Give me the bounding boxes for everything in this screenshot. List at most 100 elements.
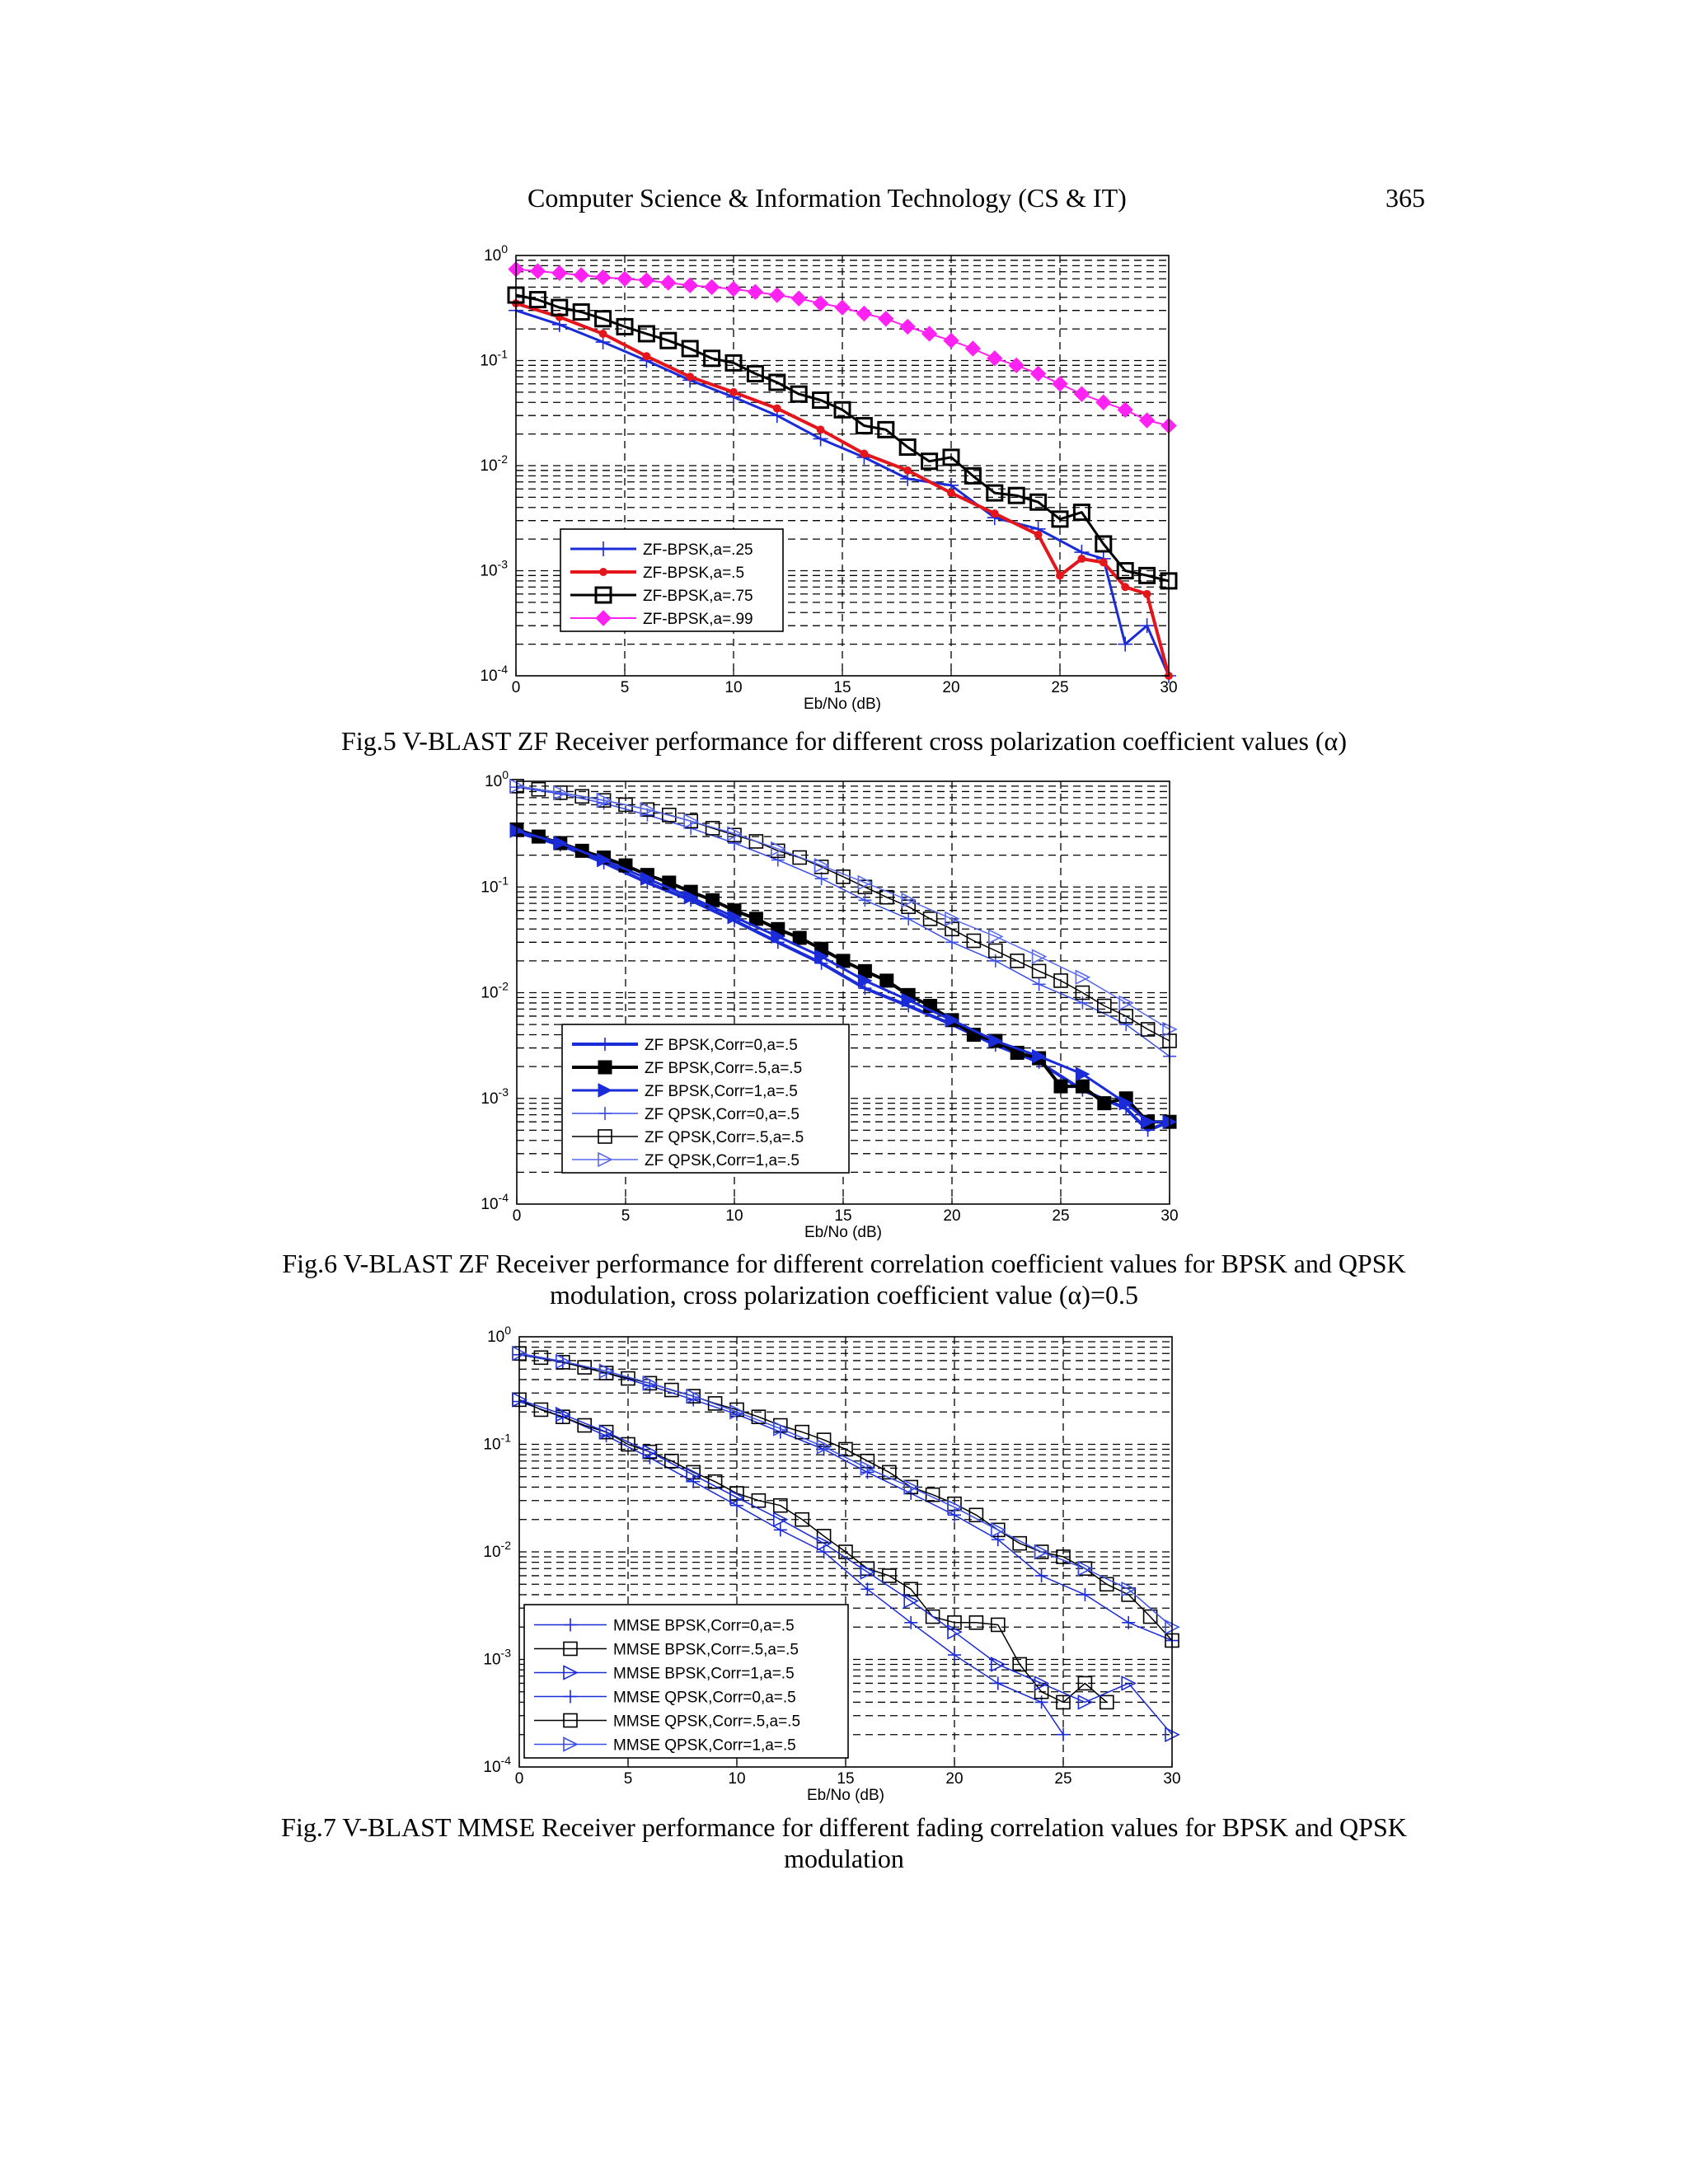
diamond-marker	[1095, 394, 1112, 410]
caption-line: Fig.5 V-BLAST ZF Receiver performance fo…	[341, 726, 1347, 756]
figure-7-caption: Fig.7 V-BLAST MMSE Receiver performance …	[214, 1811, 1474, 1874]
plus-marker	[860, 1582, 874, 1596]
triangle-marker	[857, 973, 873, 988]
square-marker	[987, 943, 1003, 958]
triangle-marker	[596, 792, 612, 808]
triangle-marker	[727, 909, 743, 925]
y-tick-base: 10	[480, 457, 497, 475]
y-tick-label: 10-3	[481, 1085, 509, 1108]
square-marker	[855, 417, 873, 435]
square-marker	[838, 1544, 853, 1559]
square-marker	[563, 1713, 578, 1728]
series-line	[516, 786, 1170, 1057]
x-tick-label: 10	[728, 1770, 745, 1788]
triangle-marker	[773, 1421, 789, 1436]
y-tick-base: 10	[484, 247, 501, 265]
square-marker	[922, 912, 938, 926]
legend-label: MMSE QPSK,Corr=0,a=.5	[613, 1690, 796, 1707]
y-tick-label: 10-2	[480, 452, 508, 475]
square-marker	[833, 401, 851, 419]
triangle-marker	[947, 1499, 963, 1516]
y-tick-exponent: -2	[498, 452, 509, 466]
dot-marker	[947, 489, 955, 498]
square-marker	[921, 452, 939, 471]
triangle-marker	[563, 1736, 579, 1752]
y-tick-label: 100	[485, 768, 509, 790]
y-tick-exponent: -4	[499, 1191, 509, 1204]
plus-marker	[1078, 1587, 1092, 1601]
plus-marker	[858, 893, 872, 907]
diamond-marker	[617, 270, 633, 287]
square-marker	[898, 438, 917, 457]
square-marker	[990, 1617, 1006, 1633]
legend-label: ZF BPSK,Corr=0,a=.5	[645, 1037, 798, 1054]
x-tick-label: 20	[943, 1207, 960, 1225]
square-marker	[751, 1493, 767, 1508]
triangle-marker	[1034, 1675, 1050, 1691]
x-tick-label: 5	[624, 1770, 633, 1788]
diamond-marker	[573, 267, 589, 284]
diamond-marker	[1073, 386, 1090, 402]
triangle-marker	[1077, 1694, 1094, 1710]
dot-marker	[1077, 555, 1086, 563]
y-tick-base: 10	[487, 1329, 504, 1346]
plus-marker	[1032, 977, 1046, 991]
legend-label: MMSE BPSK,Corr=0,a=.5	[613, 1618, 795, 1635]
square-marker	[1099, 1577, 1114, 1592]
triangle-marker	[729, 1489, 745, 1506]
y-tick-exponent: -4	[501, 1754, 512, 1767]
page-header: Computer Science & Information Technolog…	[0, 183, 1688, 224]
plus-marker	[902, 912, 916, 926]
dot-marker	[990, 509, 999, 518]
square-marker	[879, 973, 894, 988]
square-marker	[795, 1424, 810, 1440]
square-marker	[838, 1441, 853, 1457]
diamond-marker	[790, 290, 807, 307]
plus-marker	[1057, 1727, 1070, 1741]
x-tick-label: 0	[515, 1770, 524, 1788]
square-marker	[1029, 493, 1048, 511]
square-marker	[1010, 954, 1025, 968]
square-marker	[768, 373, 786, 391]
triangle-marker	[988, 1033, 1003, 1048]
dot-marker	[816, 425, 825, 434]
square-marker	[1097, 1096, 1112, 1111]
x-tick-label: 20	[945, 1770, 963, 1788]
triangle-marker	[991, 1657, 1006, 1672]
triangle-marker	[814, 949, 829, 964]
square-marker	[795, 1511, 810, 1527]
triangle-marker	[945, 1012, 960, 1028]
diamond-marker	[856, 305, 873, 322]
square-marker	[792, 850, 808, 865]
y-tick-base: 10	[481, 985, 498, 1002]
dot-marker	[1142, 589, 1151, 598]
legend-label: MMSE QPSK,Corr=.5,a=.5	[613, 1713, 800, 1731]
square-marker	[1051, 510, 1069, 528]
y-tick-exponent: -1	[498, 348, 509, 361]
x-axis-label: Eb/No (dB)	[804, 1224, 882, 1241]
x-tick-label: 20	[942, 679, 959, 696]
triangle-marker	[1032, 1048, 1047, 1064]
dot-marker	[1121, 583, 1130, 592]
triangle-marker	[903, 1479, 919, 1495]
triangle-marker	[642, 1444, 659, 1460]
y-tick-exponent: 0	[501, 242, 508, 255]
legend-label: MMSE QPSK,Corr=1,a=.5	[613, 1737, 796, 1755]
diamond-marker	[834, 299, 851, 316]
square-marker	[533, 1350, 549, 1366]
diamond-marker	[703, 279, 720, 296]
plus-marker	[814, 872, 828, 886]
square-marker	[792, 930, 807, 945]
square-marker	[1012, 1657, 1028, 1672]
triangle-marker	[901, 992, 917, 1008]
series-6	[512, 1345, 1180, 1635]
triangle-marker	[857, 874, 874, 891]
square-marker	[662, 808, 677, 823]
x-tick-label: 25	[1052, 1207, 1069, 1225]
square-marker	[964, 466, 982, 485]
square-marker	[751, 1409, 767, 1424]
triangle-marker	[1121, 1581, 1137, 1597]
